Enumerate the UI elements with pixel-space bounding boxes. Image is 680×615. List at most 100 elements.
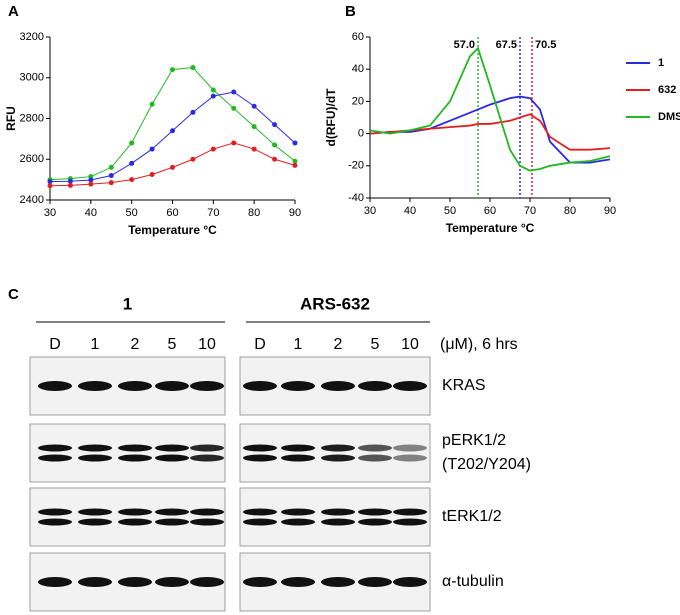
x-tick-label: 90 [289, 207, 301, 219]
blot-band [155, 444, 189, 452]
annotation-label: 57.0 [454, 39, 475, 51]
data-point [292, 158, 298, 164]
x-tick-label: 70 [207, 207, 219, 219]
group-title: ARS-632 [300, 294, 370, 313]
data-point [108, 173, 114, 179]
row-label: α-tubulin [442, 573, 504, 590]
lane-label: 1 [294, 336, 303, 353]
data-point [88, 177, 94, 183]
blot-band [243, 508, 277, 516]
blot-band [155, 508, 189, 516]
data-point [231, 105, 237, 111]
data-point [190, 65, 196, 71]
blot-band [38, 381, 72, 391]
blot-band [78, 577, 112, 587]
blot-band [243, 518, 277, 526]
x-tick-label: 40 [404, 205, 416, 217]
annotation-label: 67.5 [496, 39, 517, 51]
data-point [272, 142, 278, 148]
data-point [251, 124, 257, 130]
y-tick-label: 60 [352, 31, 364, 43]
x-tick-label: 40 [85, 207, 97, 219]
row-label: KRAS [442, 377, 486, 394]
y-tick-label: -40 [348, 192, 364, 204]
lane-label: 10 [401, 336, 419, 353]
blot-membrane [239, 487, 431, 547]
unit-label: (μM), 6 hrs [440, 336, 518, 353]
y-tick-label: 2600 [20, 153, 44, 165]
lane-label: D [49, 336, 61, 353]
x-tick-label: 50 [444, 205, 456, 217]
panel-label: B [345, 3, 356, 20]
data-point [251, 146, 257, 152]
data-point [210, 93, 216, 99]
lane-label: 2 [334, 336, 343, 353]
blot-band [281, 577, 315, 587]
blot-band [155, 381, 189, 391]
blot-band [358, 444, 392, 452]
blot-band [38, 577, 72, 587]
data-point [170, 128, 175, 134]
blot-band [155, 577, 189, 587]
legend-label: 632 [658, 84, 676, 96]
series-line [49, 67, 296, 181]
blot-band [118, 381, 152, 391]
row-label: pERK1/2 [442, 432, 506, 449]
panel-label: C [8, 286, 19, 303]
blot-band [118, 577, 152, 587]
y-tick-label: 3200 [20, 31, 44, 43]
blot-band [78, 508, 112, 516]
data-point [129, 160, 135, 166]
blot-band [78, 454, 112, 462]
data-point [292, 140, 298, 146]
blot-band [38, 518, 72, 526]
data-point [47, 183, 53, 189]
data-point [190, 156, 196, 162]
y-tick-label: 2400 [20, 194, 44, 206]
blot-band [38, 508, 72, 516]
series-line [369, 95, 611, 164]
data-point [231, 140, 237, 146]
row-label: tERK1/2 [442, 508, 502, 525]
series-line [369, 113, 611, 151]
lane-label: 10 [198, 336, 216, 353]
y-tick-label: 40 [352, 63, 364, 75]
series-line [369, 46, 611, 172]
lane-label: 2 [131, 336, 140, 353]
blot-band [358, 518, 392, 526]
blot-band [243, 444, 277, 452]
blot-band [243, 381, 277, 391]
data-point [190, 109, 196, 115]
data-point [149, 146, 155, 152]
blot-band [393, 577, 427, 587]
blot-band [281, 454, 315, 462]
blot-membrane [29, 487, 226, 547]
blot-band [358, 577, 392, 587]
series-line [49, 142, 296, 187]
group-title: 1 [123, 294, 132, 313]
data-point [231, 89, 237, 95]
blot-band [118, 454, 152, 462]
lane-label: 5 [168, 336, 177, 353]
lane-label: 1 [91, 336, 100, 353]
blot-band [78, 444, 112, 452]
data-point [251, 103, 257, 109]
x-tick-label: 70 [524, 205, 536, 217]
x-tick-label: 30 [44, 207, 56, 219]
y-axis-title: d(RFU)/dT [324, 88, 338, 147]
blot-band [321, 518, 355, 526]
legend-label: 1 [658, 57, 664, 69]
blot-band [190, 444, 224, 452]
blot-band [155, 454, 189, 462]
y-tick-label: 3000 [20, 72, 44, 84]
blot-band [243, 454, 277, 462]
blot-band [393, 518, 427, 526]
blot-band [118, 444, 152, 452]
y-axis-title: RFU [4, 106, 18, 131]
blot-band [78, 381, 112, 391]
x-axis-title: Temperature °C [128, 223, 217, 237]
data-point [272, 122, 278, 128]
data-point [170, 67, 175, 73]
lane-label: 5 [371, 336, 380, 353]
blot-band [358, 508, 392, 516]
